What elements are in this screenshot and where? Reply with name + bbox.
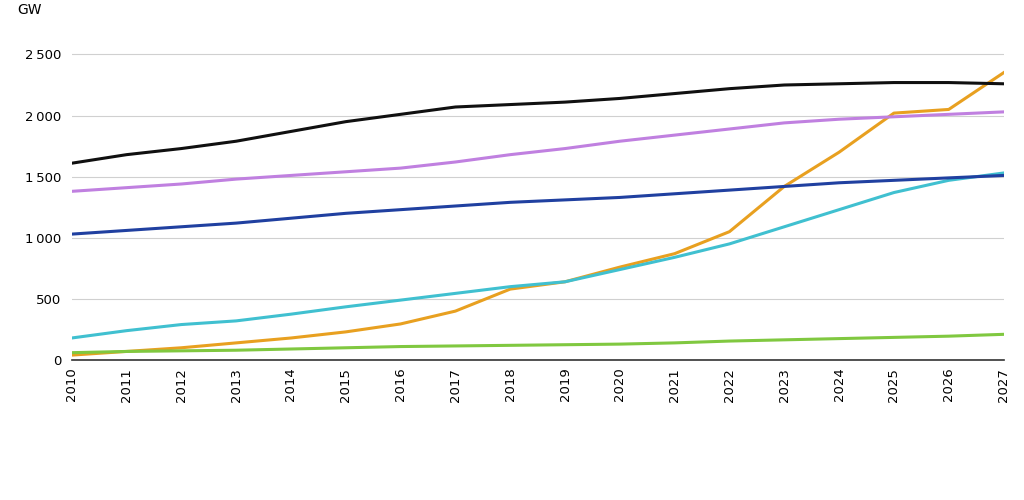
Y-axis label: GW: GW <box>17 3 42 17</box>
